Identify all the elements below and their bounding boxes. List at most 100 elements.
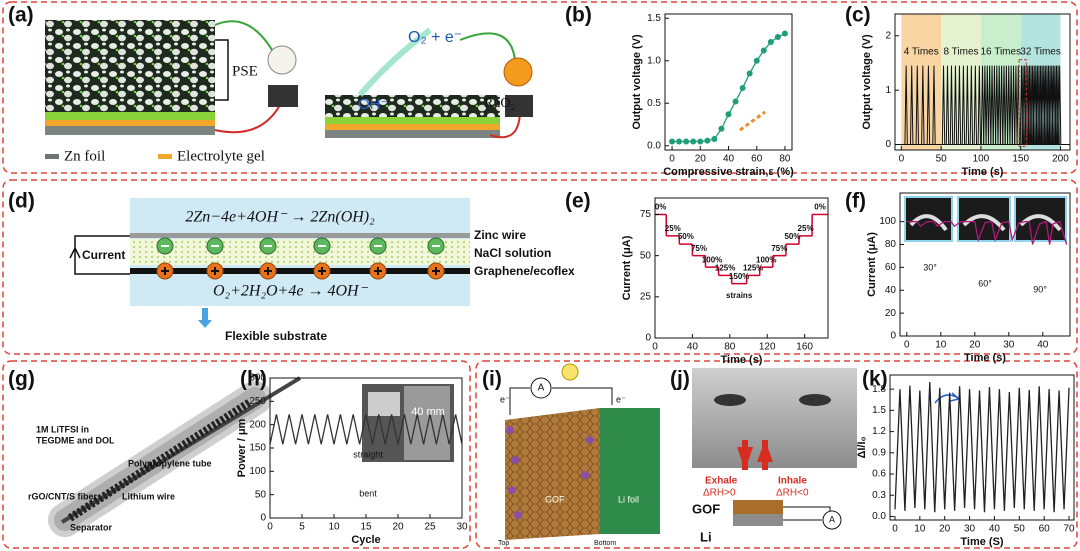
decoration [67, 398, 253, 522]
label: O₂ + e⁻ [408, 29, 462, 46]
spike [953, 65, 958, 145]
label: (d) [8, 190, 35, 213]
y-tick-label: 40 [885, 285, 897, 296]
y-tick-label: 1.5 [872, 405, 886, 416]
spike [1011, 65, 1016, 145]
decoration [45, 120, 215, 126]
label: Electrolyte gel [177, 148, 265, 164]
spike [1004, 65, 1009, 145]
y-tick-label: 50 [255, 489, 267, 500]
plot-frame [664, 13, 793, 151]
label: 2Zn−4e+4OH⁻ → 2Zn(OH)₂ [185, 209, 375, 226]
spike [985, 65, 989, 145]
decoration [267, 45, 297, 75]
decoration [404, 386, 450, 460]
spike [932, 65, 936, 145]
decoration [156, 237, 445, 255]
x-tick-label: 0 [892, 524, 898, 535]
decoration [45, 154, 59, 159]
label: Separator [70, 522, 113, 532]
label: O₂+2H₂O+4e → 4OH⁻ [213, 283, 369, 300]
spike [983, 65, 987, 145]
data-point [767, 39, 774, 46]
spike [990, 65, 994, 145]
decoration [325, 130, 500, 138]
decoration [74, 235, 130, 275]
label: (i) [482, 368, 502, 391]
step-label: 0% [814, 203, 826, 212]
decoration [45, 20, 215, 112]
spike [1002, 65, 1006, 145]
photo-inset [957, 196, 1011, 242]
x-axis-label: Time (s) [721, 354, 763, 366]
photo-inset [904, 196, 953, 242]
spike [910, 65, 914, 145]
x-tick-label: 60 [751, 154, 763, 165]
spike [999, 65, 1004, 145]
region-label: 4 Times [904, 47, 939, 58]
label: (j) [670, 368, 690, 391]
decoration [325, 95, 500, 117]
spike [915, 65, 919, 145]
step-label: 125% [743, 264, 763, 273]
label: NaCl solution [474, 246, 551, 260]
label: Li [700, 529, 712, 544]
y-tick-label: 0.9 [872, 447, 886, 458]
x-tick-label: 150 [1012, 154, 1029, 165]
label: e⁻ [500, 394, 510, 404]
y-tick-label: 0.0 [647, 140, 661, 151]
region-label: 16 Times [981, 47, 1022, 58]
spike [965, 65, 970, 145]
x-tick-label: 5 [299, 522, 305, 533]
decoration [757, 440, 773, 462]
y-tick-label: 2 [885, 30, 891, 41]
angle-label: 90° [1033, 284, 1047, 294]
x-tick-label: 200 [1052, 154, 1069, 165]
decoration [505, 408, 600, 540]
data-line [894, 382, 1070, 513]
plot-frame [889, 374, 1075, 521]
y-axis-label: Power / μm [236, 418, 248, 477]
decoration [325, 117, 500, 124]
spike [904, 65, 908, 145]
y-tick-label: 0.3 [872, 490, 886, 501]
y-tick-label: 0.5 [647, 98, 661, 109]
decoration [714, 394, 746, 406]
spike [969, 65, 974, 145]
label: (k) [862, 368, 888, 391]
y-tick-label: 0 [890, 331, 896, 342]
label: PSE [232, 63, 258, 79]
data-point [704, 137, 711, 144]
step-label: 125% [715, 264, 735, 273]
y-tick-label: 75 [640, 209, 652, 220]
x-tick-label: 0 [669, 154, 675, 165]
x-tick-label: 10 [914, 524, 926, 535]
decoration [2, 179, 1078, 355]
y-axis-label: Output voltage (V) [631, 34, 643, 130]
x-tick-label: 80 [724, 342, 736, 353]
spike [949, 65, 954, 145]
decoration [822, 510, 842, 530]
decoration [475, 360, 1078, 549]
y-tick-label: 0 [885, 139, 891, 150]
spike [980, 65, 985, 145]
x-tick-label: 0 [267, 522, 273, 533]
x-tick-label: 0 [652, 342, 658, 353]
y-tick-label: 1.2 [872, 426, 886, 437]
label: (g) [8, 368, 35, 391]
x-tick-label: 20 [695, 154, 707, 165]
photo-inset [1014, 196, 1067, 242]
decoration [45, 112, 215, 120]
decoration [508, 486, 516, 494]
spike [995, 65, 999, 145]
y-tick-label: 20 [885, 308, 897, 319]
x-tick-label: 20 [969, 340, 981, 351]
x-tick-label: 50 [936, 154, 948, 165]
decoration [130, 268, 470, 274]
y-tick-label: 100 [249, 466, 266, 477]
label: (f) [845, 190, 866, 213]
x-tick-label: 160 [796, 342, 813, 353]
step-label: 25% [665, 224, 681, 233]
decoration [739, 110, 766, 132]
